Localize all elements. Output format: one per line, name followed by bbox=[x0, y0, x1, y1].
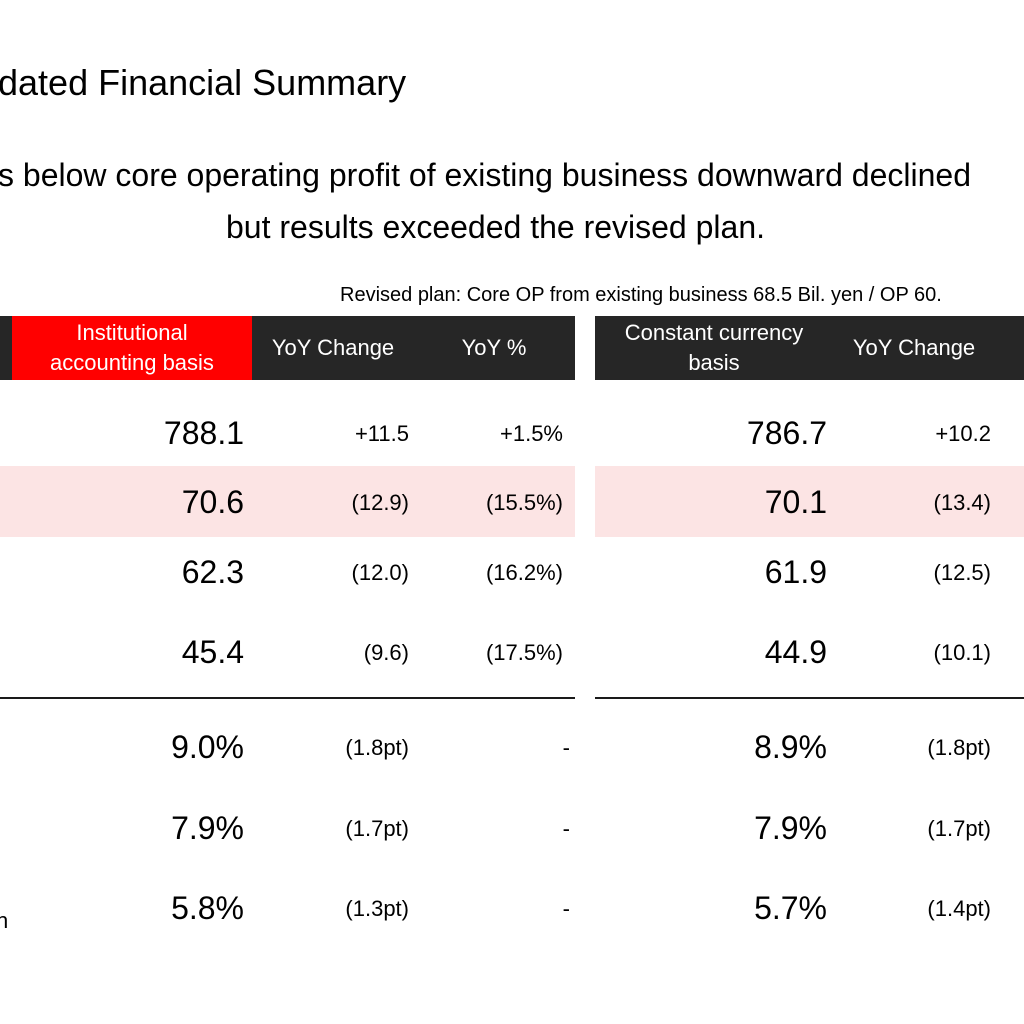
row-label-fragment: n bbox=[0, 908, 9, 933]
cell-yoy-change: (12.0) bbox=[351, 560, 409, 585]
cell-cc-yoy-change: (12.5) bbox=[933, 560, 991, 585]
cell-constant-currency: 5.7% bbox=[754, 890, 827, 926]
revised-plan-note: Revised plan: Core OP from existing busi… bbox=[340, 284, 942, 306]
cell-yoy-pct: +1.5% bbox=[500, 421, 563, 446]
header-institutional-label: Institutional accounting basis bbox=[50, 320, 214, 375]
cell-constant-currency: 8.9% bbox=[754, 729, 827, 765]
cell-cc-yoy-change: (1.4pt) bbox=[927, 896, 991, 921]
header-yoy-change: YoY Change bbox=[271, 335, 395, 360]
cell-yoy-pct: - bbox=[562, 896, 570, 921]
cell-yoy-change: (9.6) bbox=[363, 640, 409, 665]
cell-yoy-pct: - bbox=[562, 735, 570, 760]
page-title: dated Financial Summary bbox=[0, 62, 407, 103]
cell-constant-currency: 786.7 bbox=[746, 415, 827, 451]
cell-yoy-pct: (17.5%) bbox=[485, 640, 563, 665]
header-cc-yoy-change: YoY Change bbox=[852, 335, 976, 360]
separator-left bbox=[0, 697, 575, 699]
cell-institutional: 9.0% bbox=[171, 729, 244, 765]
separator-right bbox=[595, 697, 1024, 699]
header-bar-right: Constant currency basis YoY Change bbox=[595, 316, 1024, 380]
cell-cc-yoy-change: (13.4) bbox=[933, 490, 991, 515]
cell-cc-yoy-change: +10.2 bbox=[935, 421, 991, 446]
cell-institutional: 5.8% bbox=[171, 890, 244, 926]
cell-constant-currency: 44.9 bbox=[764, 634, 827, 670]
cell-yoy-change: +11.5 bbox=[354, 421, 409, 446]
header-bar-left: YoY Change YoY % bbox=[252, 316, 575, 380]
highlight-row-left bbox=[0, 466, 575, 537]
cell-yoy-pct: (15.5%) bbox=[485, 490, 563, 515]
cell-yoy-change: (1.8pt) bbox=[345, 735, 409, 760]
header-constant-currency: Constant currency basis bbox=[624, 320, 804, 375]
cell-constant-currency: 70.1 bbox=[764, 484, 827, 520]
cell-constant-currency: 61.9 bbox=[764, 554, 827, 590]
highlight-row-right bbox=[595, 466, 1024, 537]
cell-yoy-pct: - bbox=[562, 816, 570, 841]
cell-yoy-change: (12.9) bbox=[351, 490, 409, 515]
cell-institutional: 788.1 bbox=[163, 415, 244, 451]
cell-cc-yoy-change: (10.1) bbox=[933, 640, 991, 665]
cell-constant-currency: 7.9% bbox=[754, 810, 827, 846]
cell-yoy-change: (1.3pt) bbox=[345, 896, 409, 921]
subtitle-line-2: but results exceeded the revised plan. bbox=[226, 209, 765, 245]
header-institutional-cell: Institutional accounting basis bbox=[12, 316, 252, 380]
cell-institutional: 62.3 bbox=[181, 554, 244, 590]
subtitle-line-1: s below core operating profit of existin… bbox=[0, 157, 971, 193]
cell-cc-yoy-change: (1.8pt) bbox=[927, 735, 991, 760]
cell-yoy-change: (1.7pt) bbox=[345, 816, 409, 841]
cell-cc-yoy-change: (1.7pt) bbox=[927, 816, 991, 841]
cell-institutional: 7.9% bbox=[171, 810, 244, 846]
header-yoy-pct: YoY % bbox=[461, 335, 527, 360]
cell-yoy-pct: (16.2%) bbox=[485, 560, 563, 585]
cell-institutional: 45.4 bbox=[181, 634, 244, 670]
header-bar-stub bbox=[0, 316, 12, 380]
cell-institutional: 70.6 bbox=[181, 484, 244, 520]
